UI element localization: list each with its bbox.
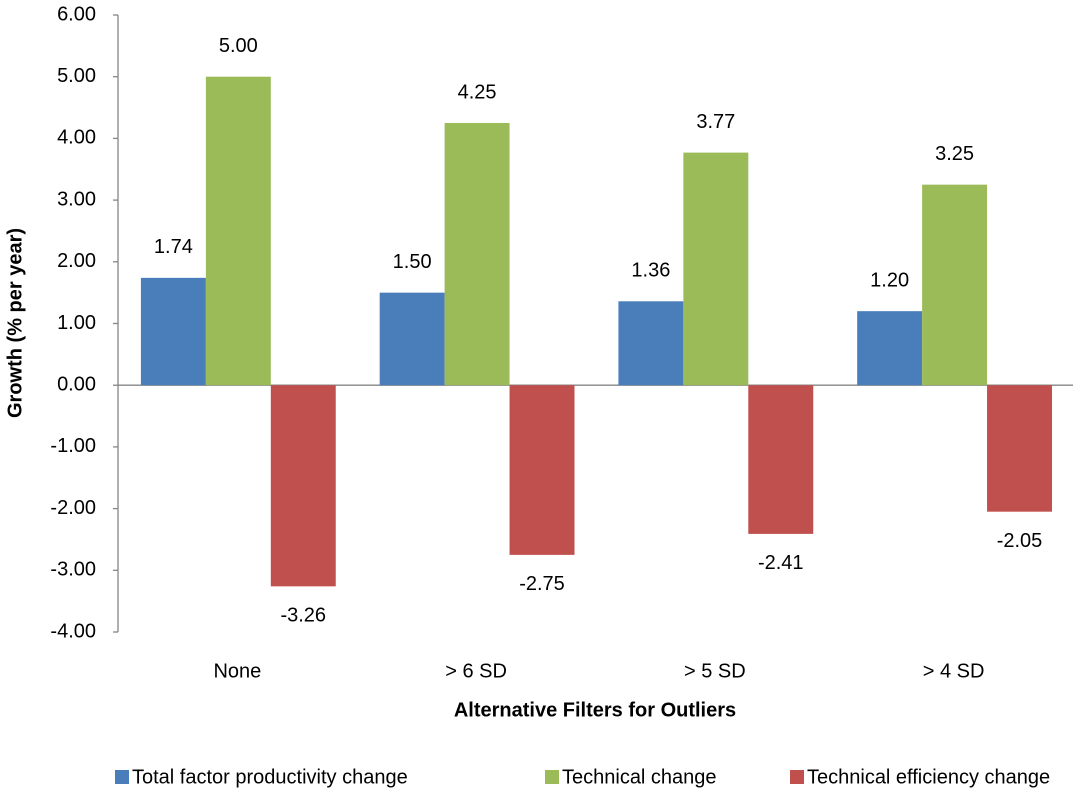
x-tick-label: > 5 SD [684, 660, 746, 682]
data-label: 4.25 [458, 81, 497, 103]
bar [857, 311, 923, 386]
data-label: -2.75 [519, 573, 565, 595]
legend-swatch [115, 770, 129, 784]
data-label: -2.05 [997, 530, 1043, 552]
data-label: 5.00 [219, 35, 258, 57]
bar [683, 152, 749, 386]
y-tick-label: -4.00 [50, 620, 96, 642]
y-tick-label: 2.00 [57, 250, 96, 272]
bar [509, 385, 575, 555]
legend-swatch [545, 770, 559, 784]
data-label: 3.77 [696, 111, 735, 133]
y-tick-label: 0.00 [57, 373, 96, 395]
bar [205, 76, 271, 386]
legend-swatch [790, 770, 804, 784]
bar [379, 292, 445, 386]
legend-label: Technical change [562, 766, 717, 788]
y-tick-label: 4.00 [57, 127, 96, 149]
bar [140, 277, 206, 386]
y-tick-label: -1.00 [50, 435, 96, 457]
x-axis-title: Alternative Filters for Outliers [454, 699, 736, 721]
legend-label: Technical efficiency change [807, 766, 1050, 788]
data-label: 1.20 [870, 269, 909, 291]
data-label: -2.41 [758, 552, 804, 574]
y-axis-title: Growth (% per year) [4, 228, 26, 418]
bar [987, 385, 1052, 512]
y-tick-label: -2.00 [50, 497, 96, 519]
y-tick-label: 6.00 [57, 3, 96, 25]
data-label: 1.50 [393, 251, 432, 273]
bar [270, 385, 336, 587]
y-tick-label: -3.00 [50, 559, 96, 581]
y-tick-label: 1.00 [57, 312, 96, 334]
data-label: -3.26 [280, 605, 326, 627]
data-label: 1.74 [154, 236, 193, 258]
bar [444, 122, 510, 386]
x-tick-label: > 4 SD [923, 660, 985, 682]
data-label: 3.25 [935, 143, 974, 165]
bar [748, 385, 814, 534]
bar [618, 301, 684, 386]
legend-label: Total factor productivity change [132, 766, 408, 788]
x-tick-label: > 6 SD [445, 660, 507, 682]
data-label: 1.36 [631, 260, 670, 282]
x-tick-label: None [213, 660, 261, 682]
y-tick-label: 3.00 [57, 188, 96, 210]
bar [922, 184, 988, 386]
y-tick-label: 5.00 [57, 65, 96, 87]
